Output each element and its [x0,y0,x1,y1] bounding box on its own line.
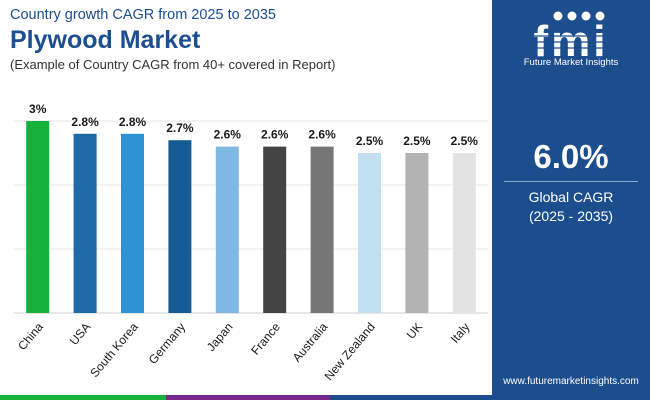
logo-figure-icons [553,11,605,21]
category-tick-label: South Korea [87,320,141,380]
category-tick-label: China [15,320,46,353]
fmi-logo: fmi [532,11,612,66]
global-cagr-label: Global CAGR [528,189,614,205]
strip-purple [166,395,330,400]
value-label: 2.8% [119,115,147,129]
value-labels: 3% 2.8% 2.8% 2.7% 2.6% 2.6% 2.6% 2.5% 2.5% 2.5% [29,102,478,148]
panel-divider [504,181,638,182]
global-cagr-value: 6.0% [533,138,609,175]
category-tick-label: USA [67,320,94,348]
category-tick-label: France [248,320,283,358]
chart-note: (Example of Country CAGR from 40+ covere… [10,57,336,72]
bar-italy [452,153,476,313]
value-label: 2.5% [356,134,384,148]
value-label: 3% [29,102,47,116]
bar-germany [168,140,192,313]
logo-caption: Future Market Insights [523,57,619,68]
strip-green [0,395,166,400]
bar-chart: 3% 2.8% 2.8% 2.7% 2.6% 2.6% 2.6% 2.5% 2.5% 2.5% C… [14,102,488,383]
category-tick-label: Germany [146,320,188,367]
bar-france [263,146,287,313]
bar-south-korea [121,133,144,313]
value-label: 2.6% [261,128,289,142]
value-label: 2.7% [166,121,194,135]
bar-australia [310,146,334,313]
category-tick-label: New Zealand [322,320,378,383]
bar-japan [215,146,239,313]
website-link[interactable]: www.futuremarketinsights.com [503,376,639,387]
bars [26,121,476,313]
bar-uk [405,153,429,313]
bar-usa [73,133,97,313]
value-label: 2.6% [214,128,242,142]
chart-title: Plywood Market [10,26,201,54]
global-cagr-period: (2025 - 2035) [528,208,614,224]
category-tick-label: Italy [448,320,473,346]
summary-panel: fmi Future Market Insights 6.0% Global C… [492,0,650,400]
bar-new-zealand [358,153,381,313]
value-label: 2.5% [451,134,479,148]
strip-blue [330,395,650,400]
value-label: 2.5% [403,134,431,148]
category-tick-label: UK [404,320,425,342]
bar-china [26,121,50,313]
category-tick-label: Australia [290,320,331,365]
value-label: 2.6% [308,128,336,142]
chart-header: Country growth CAGR from 2025 to 2035 Pl… [10,6,336,73]
logo-stripes [532,35,612,49]
chart-subtitle: Country growth CAGR from 2025 to 2035 [10,7,276,23]
category-tick-label: Japan [204,320,236,354]
value-label: 2.8% [71,115,99,129]
